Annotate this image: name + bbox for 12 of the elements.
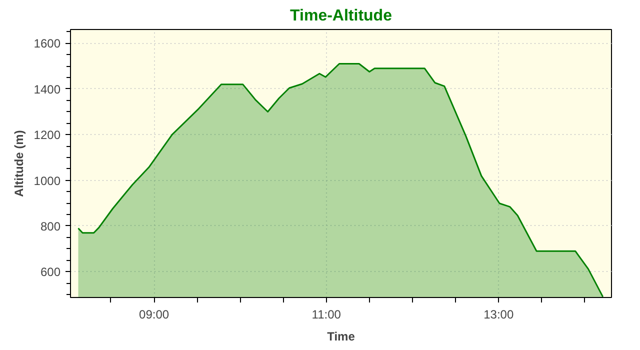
y-tick-label: 1600	[34, 36, 61, 51]
chart-title: Time-Altitude	[290, 8, 392, 24]
y-tick-label: 800	[40, 219, 61, 234]
x-axis-title: Time	[327, 330, 356, 344]
y-axis-title: Altitude (m)	[12, 130, 26, 197]
x-tick-label: 13:00	[484, 308, 514, 322]
y-tick-label: 600	[40, 265, 61, 280]
y-tick-label: 1200	[34, 128, 61, 142]
x-tick-label: 09:00	[139, 308, 170, 322]
x-tick-label: 11:00	[312, 308, 342, 322]
y-tick-label: 1000	[34, 174, 61, 188]
y-tick-label: 1400	[34, 82, 61, 96]
